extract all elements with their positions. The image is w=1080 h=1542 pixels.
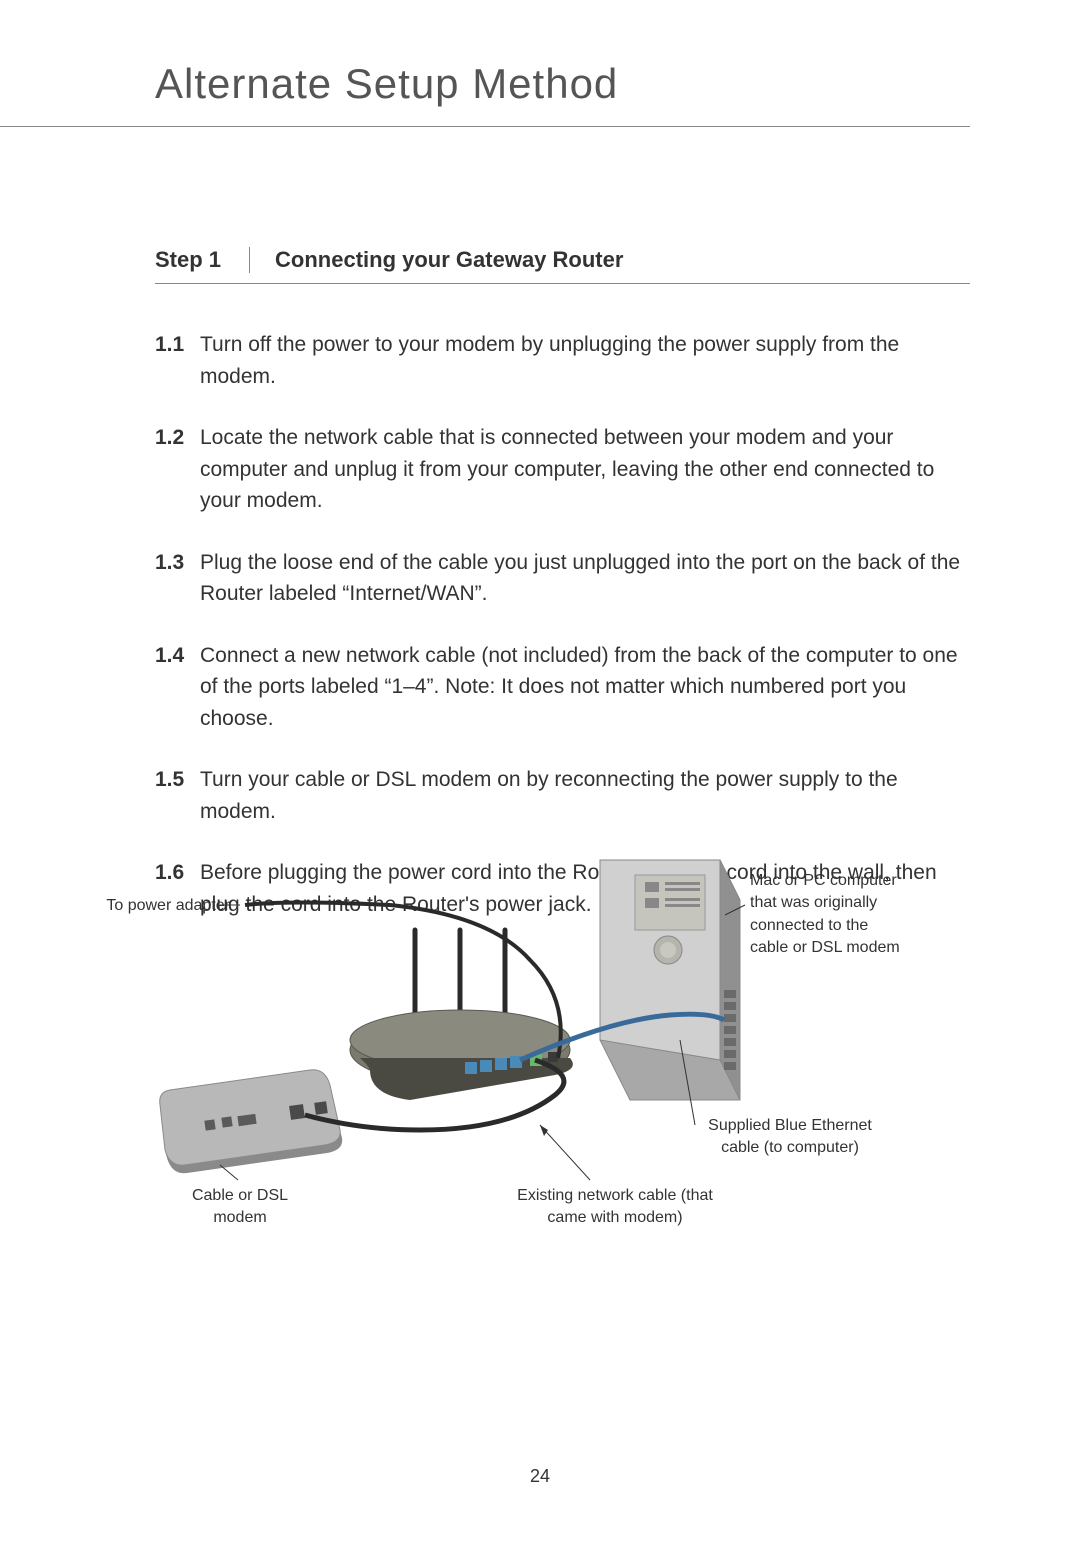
step-text: Plug the loose end of the cable you just… [200, 547, 970, 610]
step-num: 1.2 [155, 422, 200, 517]
power-adapter-label: To power adapter [100, 895, 230, 917]
computer-icon [600, 860, 740, 1100]
step-num: 1.5 [155, 764, 200, 827]
step-item: 1.3 Plug the loose end of the cable you … [155, 547, 970, 610]
step-header: Step 1 Connecting your Gateway Router [155, 247, 970, 284]
callout-line [540, 1125, 590, 1180]
steps-list: 1.1 Turn off the power to your modem by … [155, 329, 970, 920]
step-item: 1.2 Locate the network cable that is con… [155, 422, 970, 517]
step-num: 1.1 [155, 329, 200, 392]
step-text: Turn your cable or DSL modem on by recon… [200, 764, 970, 827]
computer-label: Mac or PC computer that was originally c… [750, 870, 910, 960]
step-text: Locate the network cable that is connect… [200, 422, 970, 517]
connection-diagram: To power adapter Mac or PC computer that… [110, 840, 970, 1260]
step-num: 1.4 [155, 640, 200, 735]
modem-label: Cable or DSL modem [170, 1185, 310, 1230]
step-text: Turn off the power to your modem by unpl… [200, 329, 970, 392]
step-item: 1.5 Turn your cable or DSL modem on by r… [155, 764, 970, 827]
page-title: Alternate Setup Method [0, 0, 970, 127]
router-icon [350, 930, 573, 1100]
step-label: Step 1 [155, 247, 250, 273]
step-title: Connecting your Gateway Router [275, 247, 623, 273]
step-text: Connect a new network cable (not include… [200, 640, 970, 735]
blue-cable-label: Supplied Blue Ethernet cable (to compute… [690, 1115, 890, 1160]
existing-cable-label: Existing network cable (that came with m… [500, 1185, 730, 1230]
step-item: 1.4 Connect a new network cable (not inc… [155, 640, 970, 735]
step-item: 1.1 Turn off the power to your modem by … [155, 329, 970, 392]
page-number: 24 [530, 1466, 550, 1487]
step-num: 1.3 [155, 547, 200, 610]
modem-icon [160, 1070, 342, 1173]
callout-line [220, 1165, 238, 1180]
